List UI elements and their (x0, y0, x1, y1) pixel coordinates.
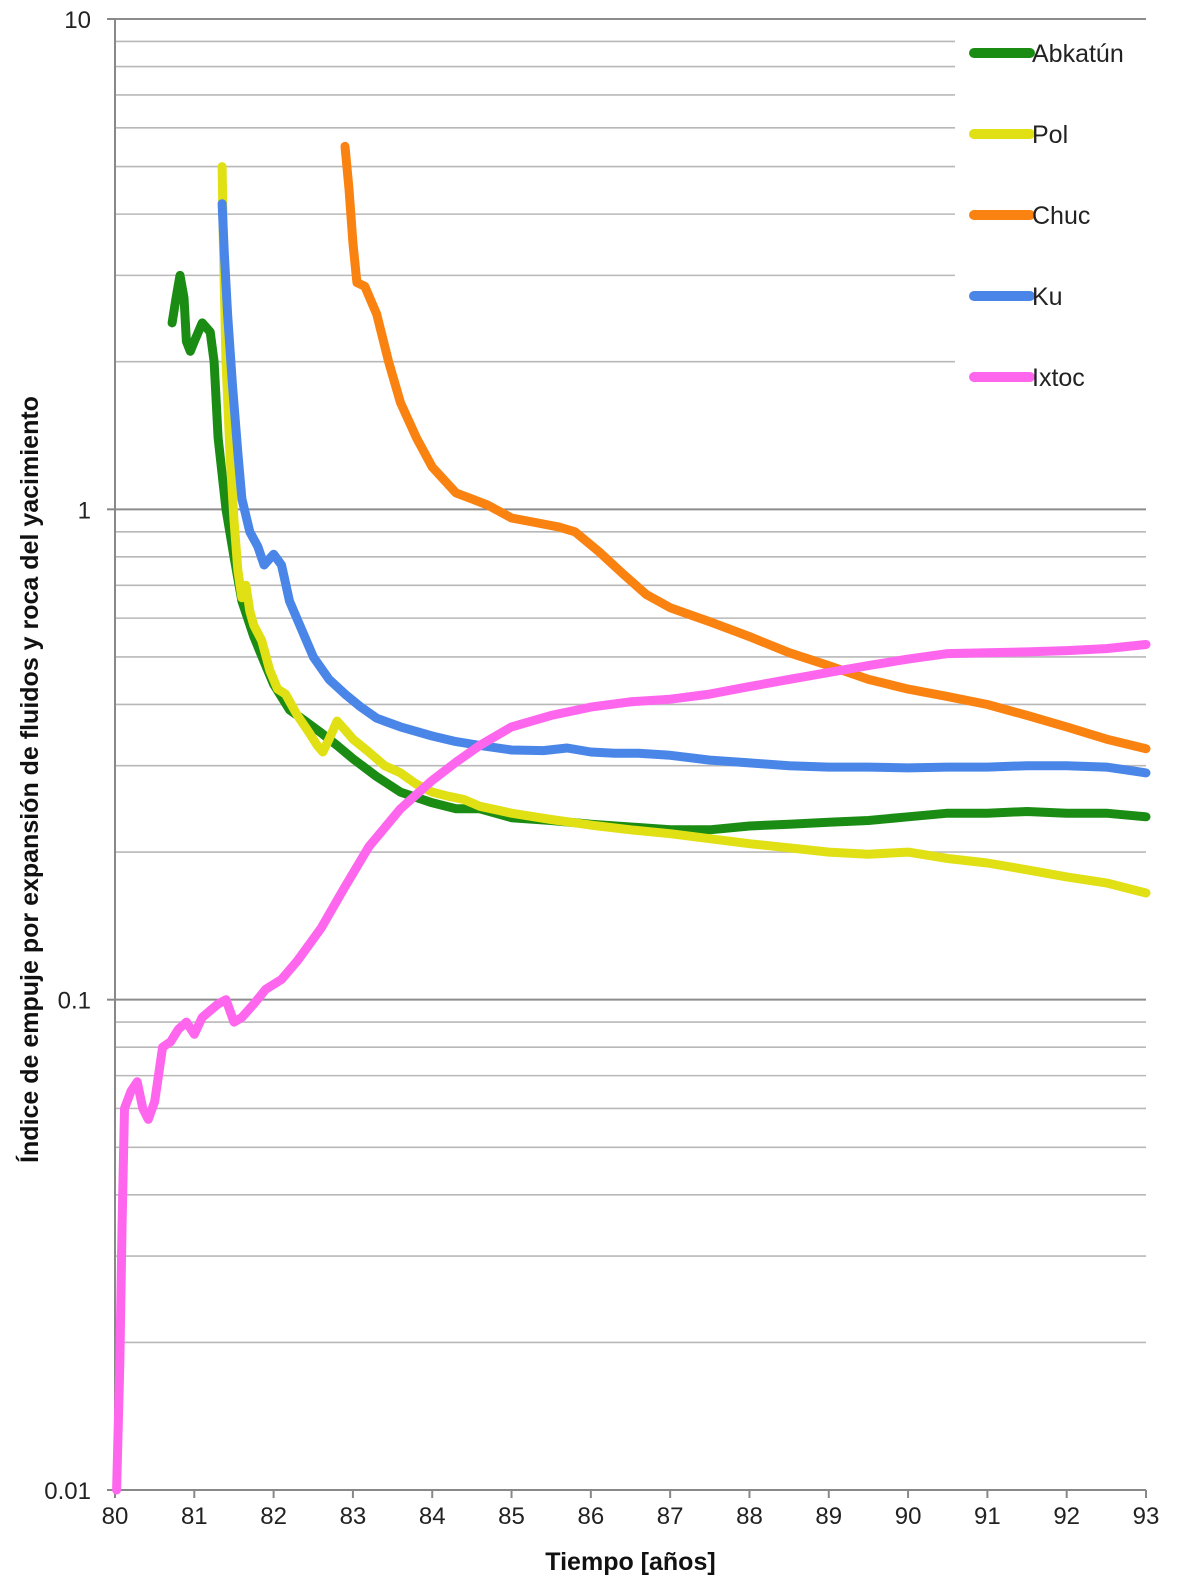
axes (107, 18, 1147, 1498)
x-tick-label: 81 (181, 1503, 208, 1530)
x-tick-label: 92 (1053, 1503, 1080, 1530)
y-tick-labels: 0.01 0.1 1 10 (44, 7, 91, 1505)
x-tick-label: 90 (895, 1503, 922, 1530)
x-tick-label: 85 (498, 1503, 525, 1530)
x-axis-title: Tiempo [años] (545, 1548, 715, 1576)
x-tick-label: 93 (1133, 1503, 1160, 1530)
x-tick-label: 87 (657, 1503, 684, 1530)
series-line-pol (217, 162, 1151, 898)
series-line-abkatun (167, 270, 1151, 835)
y-tick-label: 0.1 (58, 988, 91, 1015)
y-tick-label: 0.01 (44, 1478, 91, 1505)
legend: Abkatún Pol Chuc Ku Ixtoc (969, 40, 1124, 392)
series-line-ixtoc (112, 640, 1151, 1495)
series-line-chuc (340, 141, 1151, 754)
x-tick-label: 86 (577, 1503, 604, 1530)
y-tick-label: 1 (78, 497, 91, 524)
legend-label-ixtoc: Ixtoc (1032, 364, 1085, 392)
series-lines (112, 141, 1151, 1495)
x-tick-label: 91 (974, 1503, 1001, 1530)
series-line-ku (217, 199, 1151, 778)
y-tick-label: 10 (64, 7, 91, 34)
x-tick-label: 80 (102, 1503, 129, 1530)
legend-label-abkatun: Abkatún (1032, 40, 1124, 68)
x-tick-label: 84 (419, 1503, 446, 1530)
legend-label-pol: Pol (1032, 121, 1068, 149)
x-tick-label: 88 (736, 1503, 763, 1530)
legend-label-ku: Ku (1032, 283, 1063, 311)
y-axis-title: Índice de empuje por expansión de fluido… (15, 396, 44, 1163)
x-tick-label: 82 (260, 1503, 287, 1530)
x-tick-labels: 80 81 82 83 84 85 86 87 88 89 90 91 92 93 (102, 1503, 1160, 1530)
x-tick-label: 89 (815, 1503, 842, 1530)
legend-label-chuc: Chuc (1032, 202, 1090, 230)
x-tick-label: 83 (340, 1503, 367, 1530)
